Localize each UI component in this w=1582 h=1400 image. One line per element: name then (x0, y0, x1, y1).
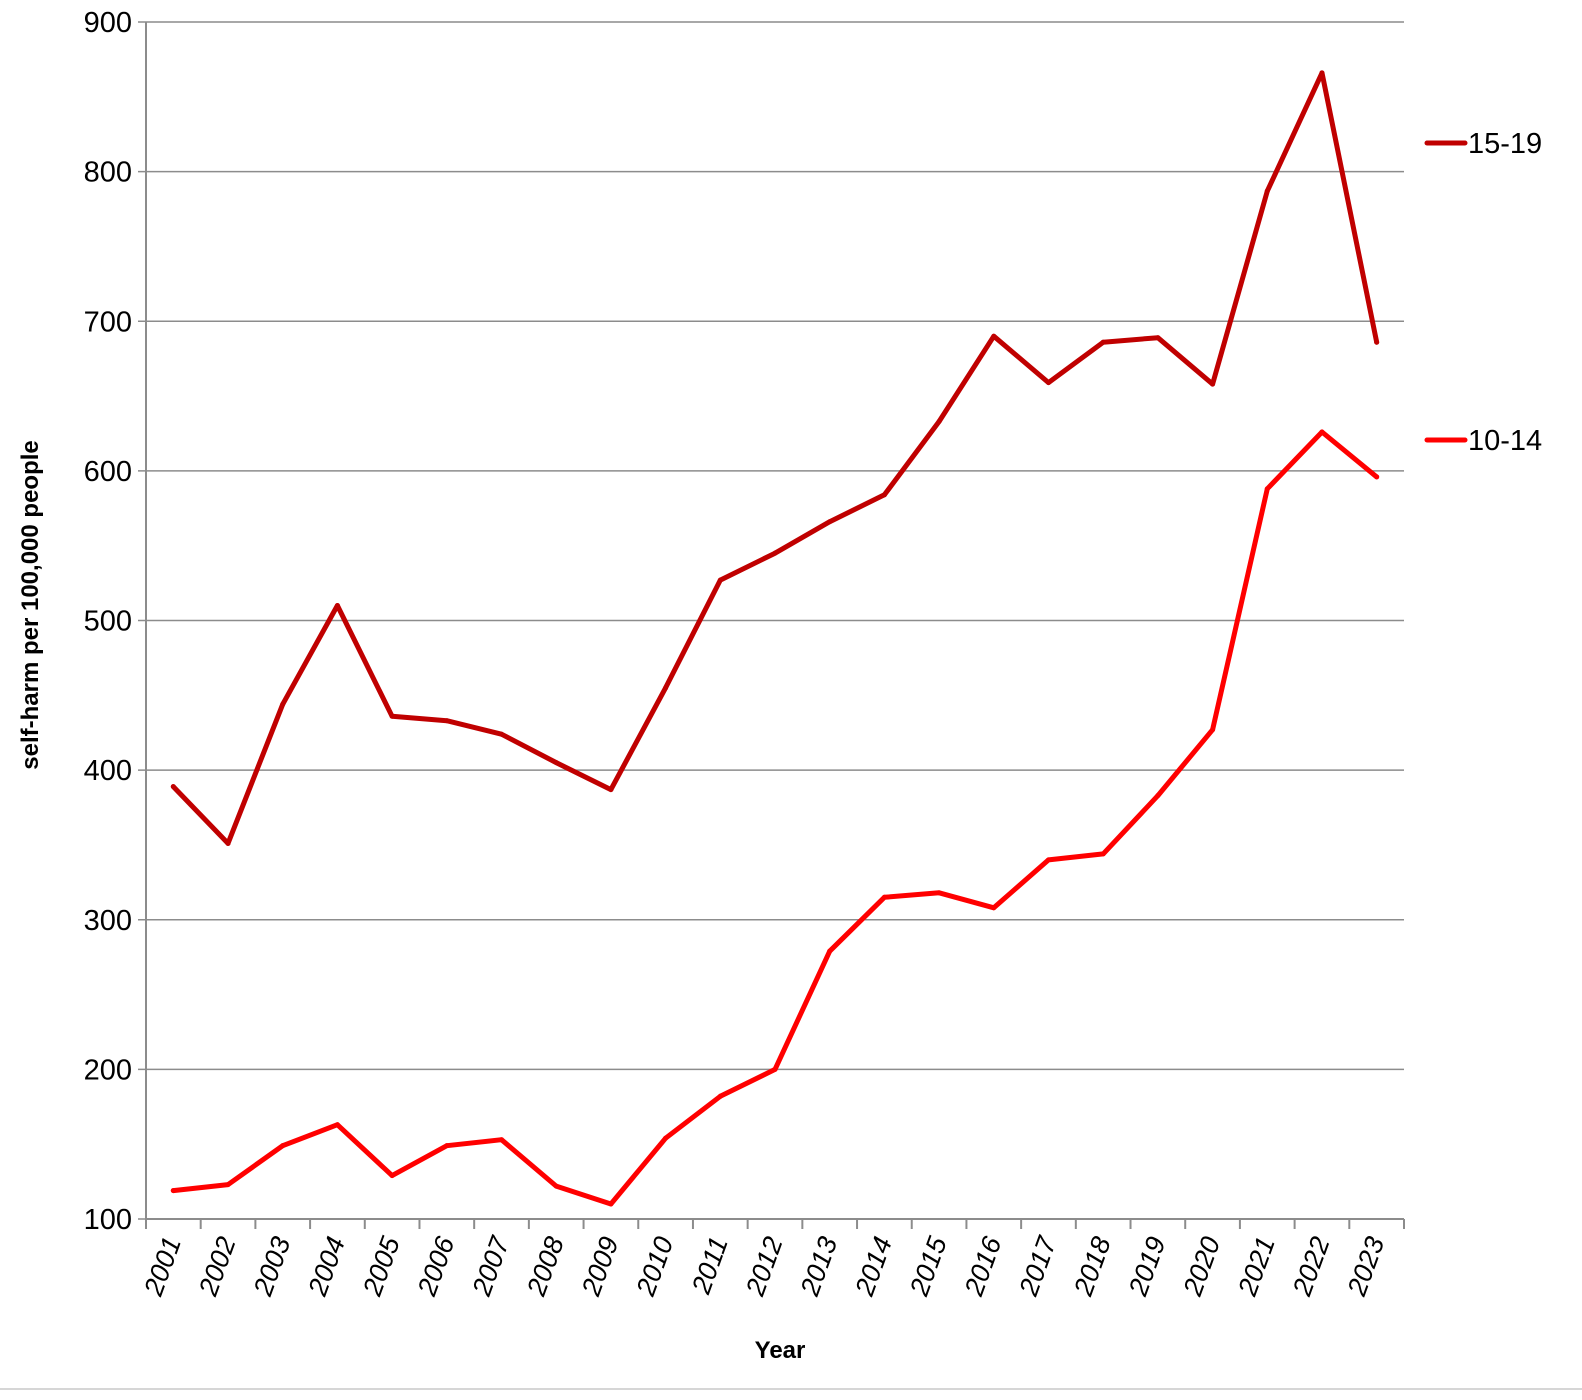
x-tick-label: 2015 (904, 1232, 953, 1301)
gridlines (138, 21, 1404, 1220)
y-tick-label: 100 (84, 1204, 132, 1236)
x-tick-label: 2016 (958, 1232, 1007, 1301)
data-point-10-14 (827, 948, 833, 954)
data-point-10-14 (1210, 727, 1216, 733)
legend-label-15-19: 15-19 (1468, 128, 1542, 160)
series-line-15-19 (170, 70, 1380, 846)
x-axis-title: Year (755, 1337, 806, 1364)
data-point-10-14 (444, 1143, 450, 1149)
y-tick-labels: 100 200 300 400 500 600 700 800 900 (84, 7, 132, 1236)
data-point-15-19 (389, 713, 395, 719)
x-tick-label: 2007 (466, 1232, 515, 1301)
x-tick-label: 2020 (1177, 1233, 1226, 1301)
data-point-15-19 (499, 731, 505, 737)
data-point-10-14 (881, 894, 887, 900)
x-tick-label: 2021 (1232, 1233, 1281, 1301)
y-tick-label: 500 (84, 606, 132, 638)
data-point-10-14 (772, 1066, 778, 1072)
series-lines (170, 70, 1380, 1207)
x-tick-label: 2014 (849, 1233, 898, 1301)
data-point-10-14 (499, 1137, 505, 1143)
data-point-15-19 (717, 577, 723, 583)
axes (145, 22, 1405, 1229)
data-point-10-14 (1100, 851, 1106, 857)
data-point-15-19 (553, 760, 559, 766)
data-point-10-14 (936, 890, 942, 896)
legend: 15-19 10-14 (1424, 128, 1542, 457)
x-tick-label: 2018 (1068, 1233, 1117, 1301)
x-tick-label: 2011 (686, 1233, 734, 1299)
x-tick-label: 2013 (794, 1233, 843, 1301)
data-point-15-19 (1045, 380, 1051, 386)
x-tick-label: 2010 (630, 1233, 679, 1301)
data-point-15-19 (225, 840, 231, 846)
data-point-15-19 (881, 492, 887, 498)
data-point-10-14 (663, 1135, 669, 1141)
x-tick-label: 2009 (575, 1233, 624, 1301)
y-tick-label: 300 (84, 905, 132, 937)
data-point-15-19 (1100, 339, 1106, 345)
data-point-15-19 (280, 701, 286, 707)
data-point-15-19 (663, 685, 669, 691)
data-point-10-14 (389, 1173, 395, 1179)
x-tick-label: 2017 (1013, 1232, 1062, 1301)
x-tick-label: 2012 (740, 1233, 789, 1301)
data-point-15-19 (1264, 188, 1270, 194)
data-point-10-14 (991, 905, 997, 911)
data-point-15-19 (1155, 335, 1161, 341)
data-point-10-14 (1045, 857, 1051, 863)
data-point-10-14 (170, 1188, 176, 1194)
data-point-10-14 (1319, 429, 1325, 435)
y-tick-label: 700 (84, 306, 132, 338)
data-point-10-14 (280, 1143, 286, 1149)
data-point-10-14 (553, 1183, 559, 1189)
x-tick-label: 2022 (1287, 1233, 1336, 1301)
y-tick-label: 900 (84, 7, 132, 39)
data-point-15-19 (772, 550, 778, 556)
data-point-15-19 (1374, 339, 1380, 345)
y-tick-label: 400 (84, 755, 132, 787)
data-point-10-14 (1155, 793, 1161, 799)
x-tick-label: 2005 (357, 1232, 406, 1301)
data-point-10-14 (1264, 486, 1270, 492)
x-tick-label: 2003 (247, 1233, 296, 1301)
data-point-10-14 (1374, 474, 1380, 480)
data-point-10-14 (334, 1122, 340, 1128)
data-point-15-19 (827, 519, 833, 525)
data-point-10-14 (225, 1182, 231, 1188)
data-point-15-19 (608, 787, 614, 793)
x-tick-label: 2006 (411, 1232, 460, 1301)
y-tick-label: 800 (84, 157, 132, 189)
series-line-10-14 (170, 429, 1380, 1207)
legend-label-10-14: 10-14 (1468, 425, 1542, 457)
x-tick-label: 2008 (521, 1233, 570, 1301)
y-tick-label: 200 (84, 1054, 132, 1086)
y-tick-label: 600 (84, 456, 132, 488)
data-point-15-19 (1319, 70, 1325, 76)
data-point-10-14 (608, 1201, 614, 1207)
x-tick-labels: 2001 2002 2003 2004 2005 2006 2007 2008 2009 2010… (138, 1232, 1390, 1301)
y-axis-title: self-harm per 100,000 people (17, 440, 44, 769)
data-point-15-19 (991, 333, 997, 339)
data-point-15-19 (334, 603, 340, 609)
x-tick-label: 2001 (138, 1233, 187, 1301)
x-tick-label: 2004 (302, 1233, 351, 1301)
data-point-15-19 (444, 718, 450, 724)
x-tick-label: 2023 (1341, 1233, 1390, 1301)
data-point-10-14 (717, 1093, 723, 1099)
data-point-15-19 (170, 784, 176, 790)
data-point-15-19 (1210, 381, 1216, 387)
x-tick-label: 2002 (193, 1233, 242, 1301)
data-point-15-19 (936, 418, 942, 424)
x-tick-label: 2019 (1122, 1233, 1171, 1301)
